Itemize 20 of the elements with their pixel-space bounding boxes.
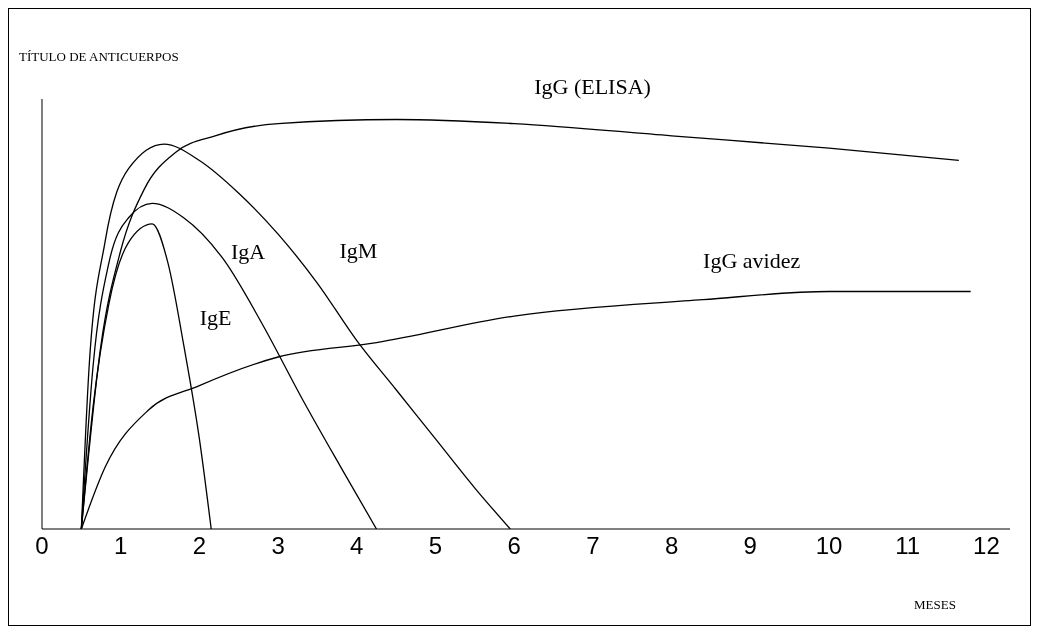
series-label: IgE — [199, 304, 232, 330]
x-tick-label: 10 — [815, 532, 843, 560]
x-tick-label: 9 — [743, 532, 757, 560]
series-label: IgA — [231, 238, 266, 264]
y-axis-title: TÍTULO DE ANTICUERPOS — [19, 49, 179, 65]
x-tick-label: 0 — [35, 532, 49, 560]
x-tick-label: 8 — [664, 532, 679, 560]
x-tick-label: 6 — [507, 532, 521, 560]
x-axis-title: MESES — [914, 597, 956, 613]
x-tick-label: 12 — [973, 532, 1000, 560]
x-tick-label: 5 — [428, 532, 443, 560]
x-tick-label: 1 — [114, 532, 128, 560]
x-tick-label: 2 — [192, 532, 207, 560]
x-tick-label: 11 — [895, 532, 921, 560]
series-label: IgG avidez — [703, 247, 801, 273]
x-tick-label: 4 — [350, 532, 364, 560]
series-label: IgG (ELISA) — [534, 73, 651, 99]
series-label: IgM — [339, 238, 378, 264]
x-tick-label: 3 — [271, 532, 285, 560]
x-tick-label: 7 — [586, 532, 600, 560]
